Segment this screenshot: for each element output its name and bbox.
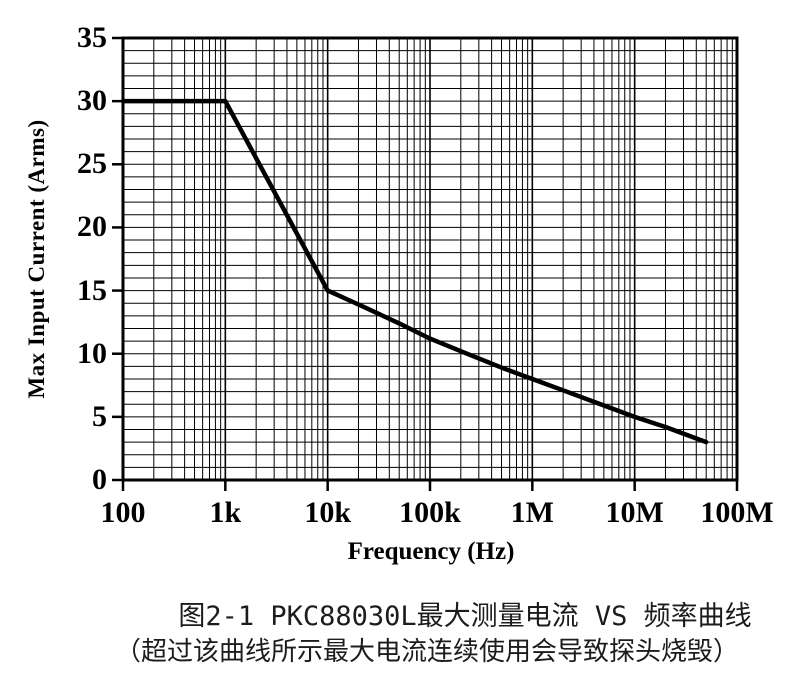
x-tick-label: 100k [399, 496, 461, 529]
y-tick-label: 0 [92, 463, 107, 496]
x-tick-label: 1k [209, 496, 242, 529]
x-tick-label: 1M [510, 496, 554, 529]
x-tick-label: 100M [700, 496, 774, 529]
figure-caption-warning: （超过该曲线所示最大电流连续使用会导致探头烧毁） [114, 637, 740, 667]
max-current-curve [120, 98, 709, 445]
x-axis-title: Frequency (Hz) [347, 538, 515, 565]
y-tick-label: 10 [77, 336, 107, 370]
y-tick-label: 20 [77, 210, 107, 244]
figure-caption-title: 图2-1 PKC88030L最大测量电流 VS 频率曲线 [178, 601, 752, 632]
y-tick-label: 35 [77, 21, 107, 54]
y-tick-label: 30 [77, 84, 107, 118]
y-tick-label: 15 [77, 273, 107, 307]
y-tick-label: 25 [77, 147, 107, 181]
plot-border [121, 36, 739, 482]
x-tick-label: 100 [100, 496, 146, 529]
x-tick-label: 10k [304, 496, 351, 529]
x-tick-label: 10M [605, 496, 664, 529]
y-tick-label: 5 [92, 399, 107, 433]
